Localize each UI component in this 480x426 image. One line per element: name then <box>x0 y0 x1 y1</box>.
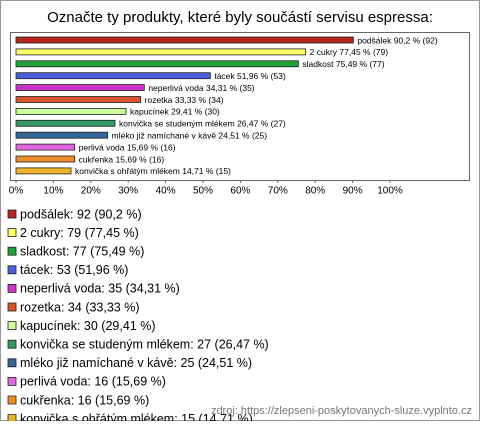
legend-label: neperlivá voda: 35 (34,31 %) <box>20 282 180 296</box>
legend-swatch <box>7 395 17 405</box>
bar <box>15 143 76 151</box>
bar <box>15 60 299 68</box>
bar <box>15 119 116 127</box>
value-label: konvička s ohřátým mlékem 14,71 % (15) <box>75 166 231 176</box>
x-tick-label: 10% <box>43 186 63 197</box>
x-tick-label: 40% <box>156 186 176 197</box>
legend-swatch <box>7 265 17 275</box>
value-label: rozetka 33,33 % (34) <box>145 95 224 105</box>
bar <box>15 48 307 56</box>
bar <box>15 36 354 44</box>
source: zdroj: https://zlepseni-poskytovanych-sl… <box>211 405 472 417</box>
legend-label: perlivá voda: 16 (15,69 %) <box>20 375 166 389</box>
legend-swatch <box>7 209 17 219</box>
value-label: perlivá voda 15,69 % (16) <box>79 142 176 152</box>
legend-label: konvička se studeným mlékem: 27 (26,47 %… <box>20 337 269 351</box>
value-label: podšálek 90,2 % (92) <box>357 35 437 45</box>
bar <box>15 155 76 163</box>
value-label: neperlivá voda 34,31 % (35) <box>148 83 254 93</box>
x-tick-label: 50% <box>193 186 213 197</box>
legend-label: konvička s ohřátým mlékem: 15 (14,71 %) <box>20 412 253 421</box>
legend-swatch <box>7 246 17 256</box>
bar <box>15 96 142 103</box>
legend-swatch <box>7 339 17 349</box>
legend-swatch <box>7 283 17 293</box>
x-tick-label: 90% <box>343 186 363 197</box>
value-label: sladkost 75,49 % (77) <box>302 59 384 69</box>
x-tick-label: 100% <box>377 186 403 197</box>
x-tick-label: 20% <box>81 186 101 197</box>
legend-label: rozetka: 34 (33,33 %) <box>20 300 140 314</box>
x-tick-label: 0% <box>9 186 24 197</box>
bar <box>15 131 109 139</box>
bar <box>15 72 211 80</box>
x-tick-label: 30% <box>118 186 138 197</box>
value-label: konvička se studeným mlékem 26,47 % (27) <box>119 119 286 129</box>
legend-label: 2 cukry: 79 (77,45 %) <box>20 226 139 240</box>
x-tick-label: 70% <box>268 186 288 197</box>
bar <box>15 108 127 115</box>
legend-swatch <box>7 414 17 424</box>
legend-label: cukřenka: 16 (15,69 %) <box>20 393 149 407</box>
legend-swatch <box>7 321 17 331</box>
bar <box>15 84 145 91</box>
legend-swatch <box>7 358 17 368</box>
chart-title: Označte ty produkty, které byly součástí… <box>47 9 433 26</box>
value-label: mléko již namíchané v kávě 24,51 % (25) <box>112 130 268 140</box>
x-tick-label: 60% <box>230 186 250 197</box>
legend-swatch <box>7 228 17 238</box>
legend-label: mléko již namíchané v kávě: 25 (24,51 %) <box>20 356 252 370</box>
legend-label: kapucínek: 30 (29,41 %) <box>20 319 156 333</box>
x-tick-label: 80% <box>305 186 325 197</box>
legend-swatch <box>7 376 17 386</box>
value-label: 2 cukry 77,45 % (79) <box>310 47 389 57</box>
value-label: cukřenka 15,69 % (16) <box>79 154 165 164</box>
value-label: tácek 51,96 % (53) <box>214 71 286 81</box>
value-label: kapucínek 29,41 % (30) <box>130 107 220 117</box>
bar <box>15 167 72 175</box>
legend-swatch <box>7 302 17 312</box>
plot-area <box>10 32 470 181</box>
legend-label: tácek: 53 (51,96 %) <box>20 263 128 277</box>
legend-label: sladkost: 77 (75,49 %) <box>20 244 144 258</box>
legend-label: podšálek: 92 (90,2 %) <box>20 207 142 221</box>
